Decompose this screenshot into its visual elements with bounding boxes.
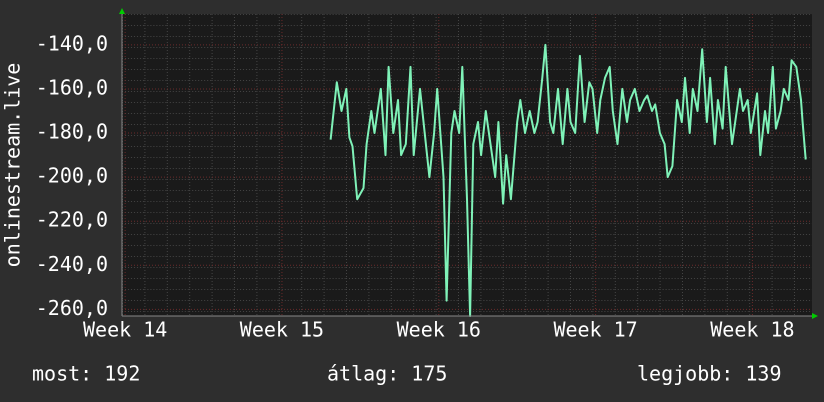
y-tick-label: -200,0 [36,164,108,188]
x-tick-label: Week 18 [710,318,794,342]
stat-current: most: 192 [32,362,140,386]
y-tick-label: -140,0 [36,31,108,55]
y-tick-label: -220,0 [36,208,108,232]
data-line [329,43,807,317]
y-axis-label: onlinestream.live [1,63,25,268]
x-tick-label: Week 16 [397,318,481,342]
y-axis-arrow [119,8,125,14]
marks [122,14,812,317]
y-tick-label: -160,0 [36,75,108,99]
y-tick-label: -240,0 [36,252,108,276]
x-tick-label: Week 14 [83,318,167,342]
x-axis-arrow [812,313,818,319]
stat-best: legjobb: 139 [637,362,782,386]
x-tick-label: Week 17 [553,318,637,342]
y-tick-label: -260,0 [36,296,108,320]
minor-grid [122,14,812,316]
stat-average: átlag: 175 [327,362,447,386]
y-tick-label: -180,0 [36,120,108,144]
x-tick-label: Week 15 [240,318,324,342]
